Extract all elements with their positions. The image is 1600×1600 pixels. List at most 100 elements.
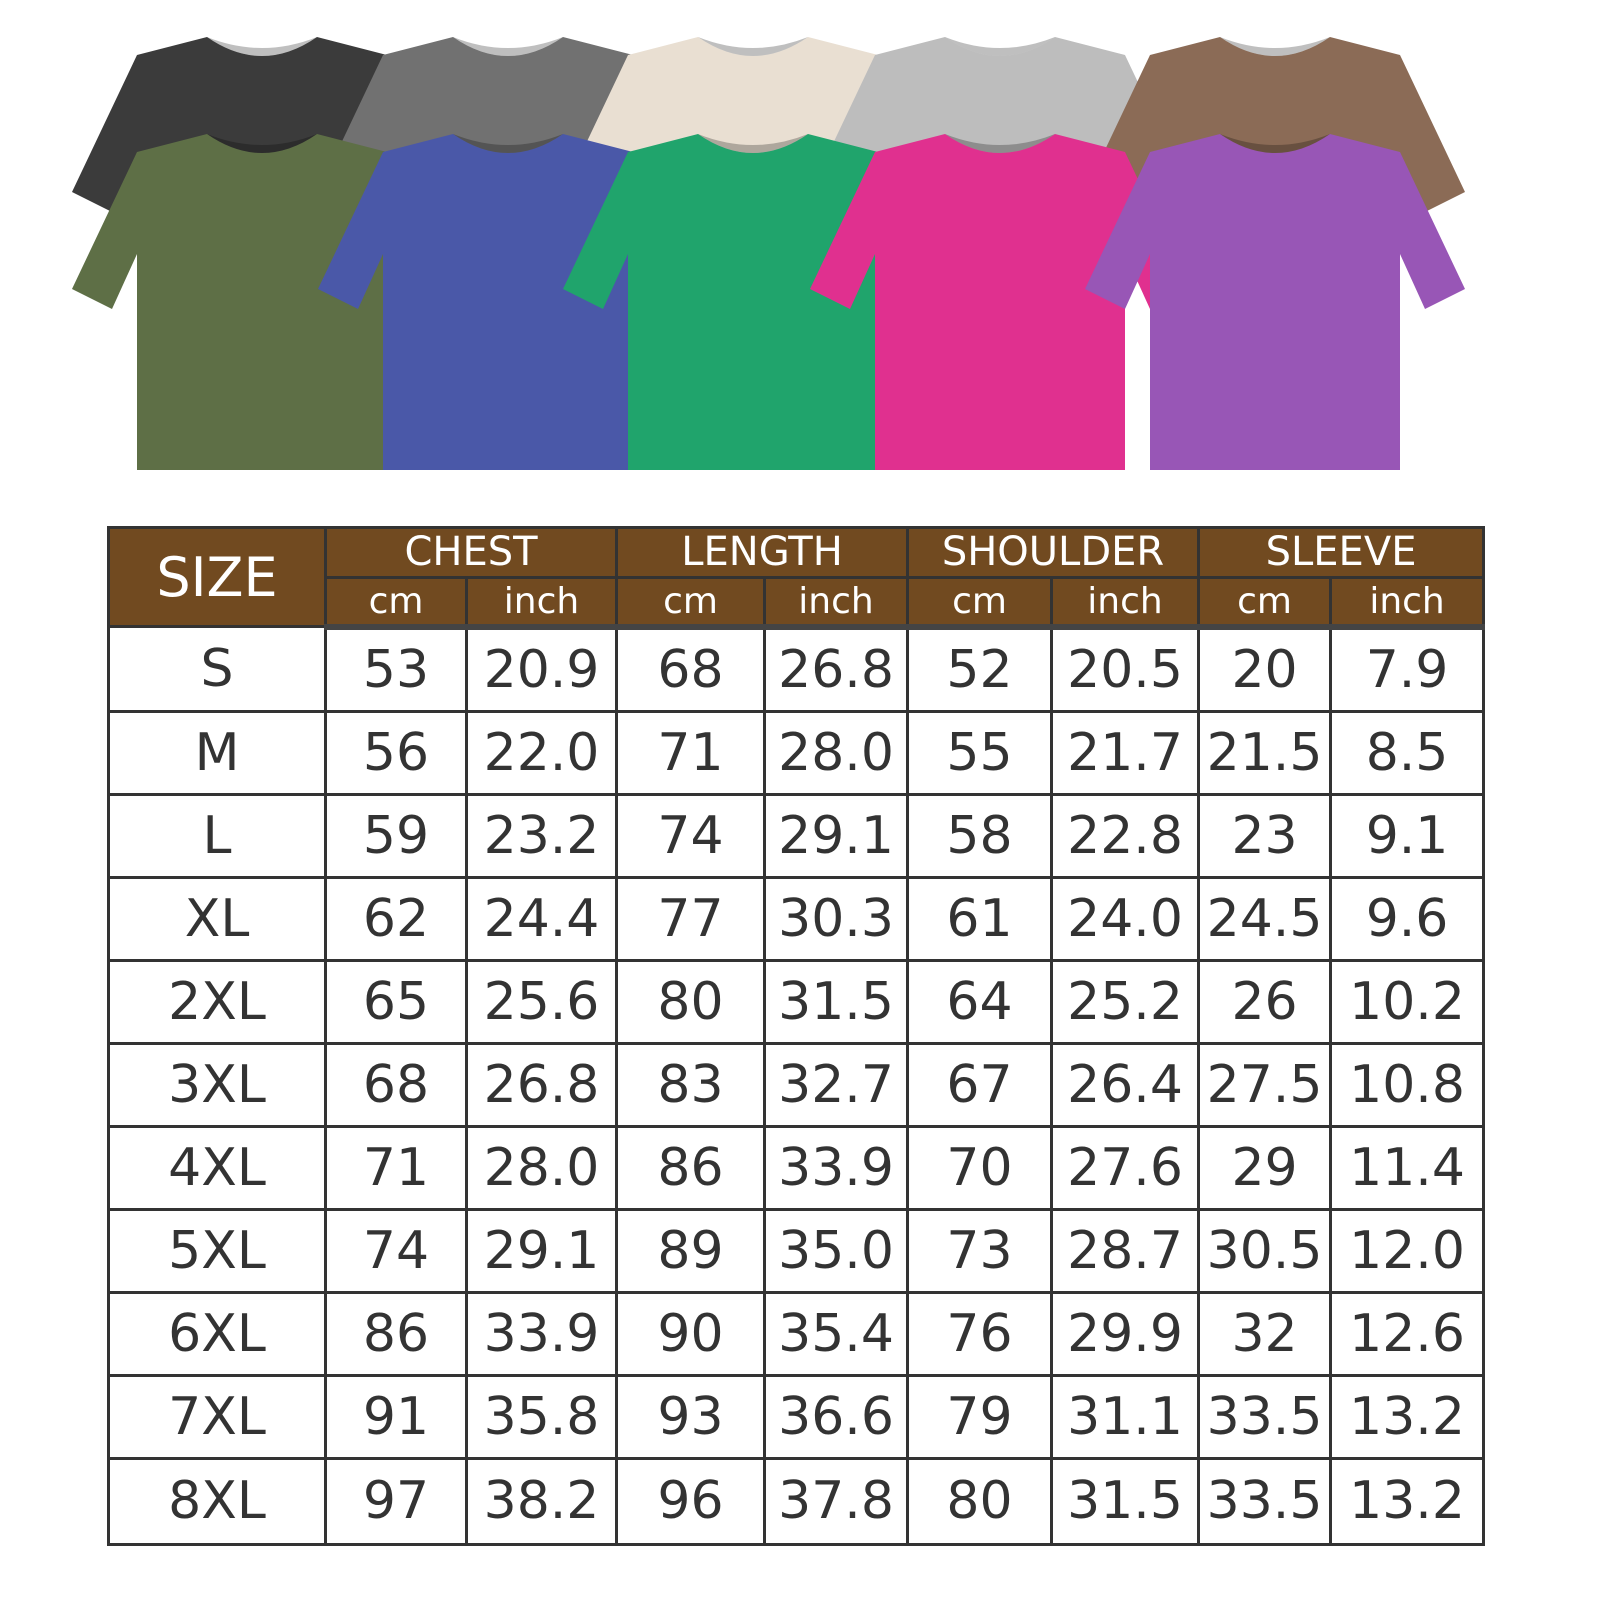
measurement-cell: 24.4 bbox=[464, 875, 619, 962]
measurement-cell: 77 bbox=[615, 875, 767, 962]
table-row: XL 62 24.4 77 30.3 61 24.0 24.5 9.6 bbox=[107, 875, 1486, 962]
measurement-cell: 26.4 bbox=[1050, 1041, 1201, 1128]
size-cell: 3XL bbox=[107, 1041, 327, 1128]
size-chart-table: SIZE CHEST LENGTH SHOULDER SLEEVE cm inch… bbox=[107, 526, 1486, 1546]
measurement-cell: 38.2 bbox=[464, 1456, 619, 1546]
table-row: 3XL 68 26.8 83 32.7 67 26.4 27.5 10.8 bbox=[107, 1041, 1486, 1128]
measurement-cell: 74 bbox=[324, 1207, 468, 1294]
size-cell: XL bbox=[107, 875, 327, 962]
unit-header-inch: inch bbox=[1050, 577, 1201, 630]
measurement-cell: 58 bbox=[906, 792, 1054, 879]
measurement-cell: 97 bbox=[324, 1456, 468, 1546]
tshirt-pink bbox=[810, 134, 1190, 470]
measurement-cell: 21.5 bbox=[1197, 709, 1333, 796]
measurement-cell: 26.8 bbox=[763, 625, 910, 713]
measurement-cell: 62 bbox=[324, 875, 468, 962]
measurement-cell: 35.4 bbox=[763, 1290, 910, 1377]
measurement-cell: 23 bbox=[1197, 792, 1333, 879]
measurement-cell: 21.7 bbox=[1050, 709, 1201, 796]
measurement-cell: 67 bbox=[906, 1041, 1054, 1128]
measurement-cell: 11.4 bbox=[1329, 1124, 1486, 1211]
measurement-cell: 28.0 bbox=[464, 1124, 619, 1211]
measurement-cell: 90 bbox=[615, 1290, 767, 1377]
measurement-cell: 12.6 bbox=[1329, 1290, 1486, 1377]
measurement-cell: 29 bbox=[1197, 1124, 1333, 1211]
measurement-cell: 25.6 bbox=[464, 958, 619, 1045]
size-cell: 6XL bbox=[107, 1290, 327, 1377]
measurement-cell: 22.8 bbox=[1050, 792, 1201, 879]
measurement-cell: 68 bbox=[324, 1041, 468, 1128]
measurement-cell: 33.9 bbox=[464, 1290, 619, 1377]
measurement-cell: 10.2 bbox=[1329, 958, 1486, 1045]
length-header: LENGTH bbox=[615, 526, 910, 579]
table-row: 5XL 74 29.1 89 35.0 73 28.7 30.5 12.0 bbox=[107, 1207, 1486, 1294]
measurement-cell: 22.0 bbox=[464, 709, 619, 796]
measurement-cell: 13.2 bbox=[1329, 1456, 1486, 1546]
size-cell: 2XL bbox=[107, 958, 327, 1045]
measurement-cell: 30.3 bbox=[763, 875, 910, 962]
measurement-cell: 27.6 bbox=[1050, 1124, 1201, 1211]
measurement-cell: 7.9 bbox=[1329, 625, 1486, 713]
measurement-cell: 71 bbox=[615, 709, 767, 796]
measurement-cell: 37.8 bbox=[763, 1456, 910, 1546]
measurement-cell: 86 bbox=[615, 1124, 767, 1211]
unit-header-cm: cm bbox=[1197, 577, 1333, 630]
measurement-cell: 53 bbox=[324, 625, 468, 713]
size-cell: 8XL bbox=[107, 1456, 327, 1546]
table-row: 6XL 86 33.9 90 35.4 76 29.9 32 12.6 bbox=[107, 1290, 1486, 1377]
measurement-cell: 76 bbox=[906, 1290, 1054, 1377]
measurement-cell: 12.0 bbox=[1329, 1207, 1486, 1294]
measurement-cell: 35.8 bbox=[464, 1373, 619, 1460]
measurement-cell: 27.5 bbox=[1197, 1041, 1333, 1128]
measurement-cell: 26.8 bbox=[464, 1041, 619, 1128]
measurement-cell: 29.1 bbox=[464, 1207, 619, 1294]
measurement-cell: 33.5 bbox=[1197, 1373, 1333, 1460]
measurement-cell: 30.5 bbox=[1197, 1207, 1333, 1294]
table-row: 8XL 97 38.2 96 37.8 80 31.5 33.5 13.2 bbox=[107, 1456, 1486, 1546]
measurement-cell: 83 bbox=[615, 1041, 767, 1128]
measurement-cell: 80 bbox=[906, 1456, 1054, 1546]
measurement-cell: 25.2 bbox=[1050, 958, 1201, 1045]
size-cell: 4XL bbox=[107, 1124, 327, 1211]
table-row: L 59 23.2 74 29.1 58 22.8 23 9.1 bbox=[107, 792, 1486, 879]
measurement-cell: 31.1 bbox=[1050, 1373, 1201, 1460]
measurement-cell: 71 bbox=[324, 1124, 468, 1211]
measurement-cell: 31.5 bbox=[763, 958, 910, 1045]
chest-header: CHEST bbox=[323, 526, 619, 579]
unit-header-inch: inch bbox=[464, 577, 619, 630]
measurement-cell: 52 bbox=[906, 625, 1054, 713]
measurement-cell: 32 bbox=[1197, 1290, 1333, 1377]
measurement-cell: 29.1 bbox=[763, 792, 910, 879]
table-row: 4XL 71 28.0 86 33.9 70 27.6 29 11.4 bbox=[107, 1124, 1486, 1211]
size-header: SIZE bbox=[107, 526, 327, 628]
measurement-cell: 91 bbox=[324, 1373, 468, 1460]
measurement-cell: 20.5 bbox=[1050, 625, 1201, 713]
measurement-cell: 64 bbox=[906, 958, 1054, 1045]
measurement-cell: 74 bbox=[615, 792, 767, 879]
measurement-cell: 20 bbox=[1197, 625, 1333, 713]
unit-header-cm: cm bbox=[906, 577, 1054, 630]
measurement-cell: 61 bbox=[906, 875, 1054, 962]
measurement-cell: 59 bbox=[324, 792, 468, 879]
tshirt-color-variants bbox=[72, 37, 1465, 470]
size-cell: S bbox=[107, 625, 327, 713]
measurement-cell: 26 bbox=[1197, 958, 1333, 1045]
table-row: 7XL 91 35.8 93 36.6 79 31.1 33.5 13.2 bbox=[107, 1373, 1486, 1460]
size-cell: M bbox=[107, 709, 327, 796]
shoulder-header: SHOULDER bbox=[906, 526, 1201, 579]
measurement-cell: 79 bbox=[906, 1373, 1054, 1460]
measurement-cell: 70 bbox=[906, 1124, 1054, 1211]
measurement-cell: 20.9 bbox=[464, 625, 619, 713]
size-cell: 7XL bbox=[107, 1373, 327, 1460]
measurement-cell: 96 bbox=[615, 1456, 767, 1546]
measurement-cell: 9.1 bbox=[1329, 792, 1486, 879]
measurement-cell: 28.7 bbox=[1050, 1207, 1201, 1294]
measurement-cell: 56 bbox=[324, 709, 468, 796]
measurement-cell: 33.5 bbox=[1197, 1456, 1333, 1546]
unit-header-cm: cm bbox=[615, 577, 767, 630]
measurement-cell: 24.0 bbox=[1050, 875, 1201, 962]
size-cell: L bbox=[107, 792, 327, 879]
measurement-cell: 28.0 bbox=[763, 709, 910, 796]
measurement-cell: 23.2 bbox=[464, 792, 619, 879]
measurement-cell: 33.9 bbox=[763, 1124, 910, 1211]
